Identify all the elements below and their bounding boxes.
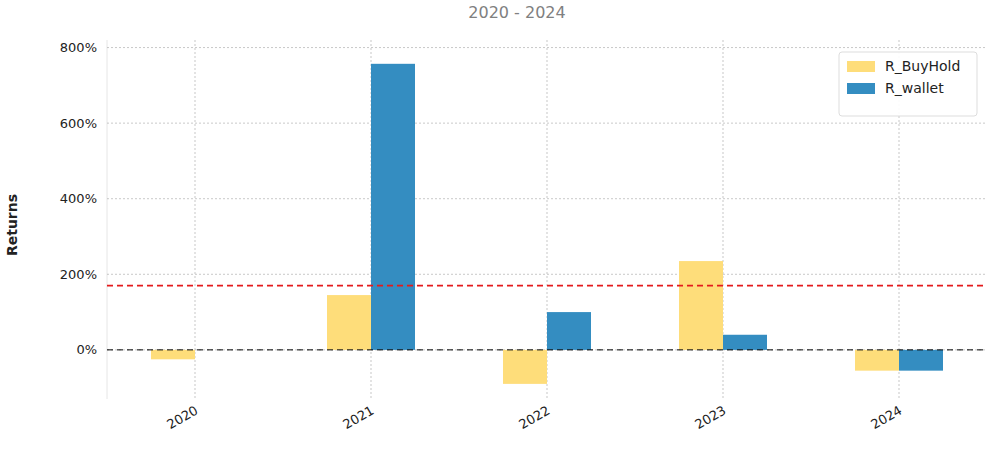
- x-grid-line: [195, 40, 196, 399]
- y-grid-line: [107, 198, 987, 199]
- y-grid-line: [107, 47, 987, 48]
- bars: [151, 64, 943, 384]
- bar: [899, 350, 943, 371]
- reference-lines: [107, 286, 987, 350]
- legend-box: [839, 52, 977, 116]
- grid: [107, 40, 987, 399]
- bar: [327, 295, 371, 350]
- y-tick-label: 0%: [76, 342, 97, 357]
- y-tick-label: 400%: [60, 191, 97, 206]
- bar: [679, 261, 723, 350]
- legend-label: R_wallet: [885, 80, 944, 96]
- x-tick-label: 2023: [692, 403, 728, 433]
- chart: 0% 200% 400% 600% 800% 2020 2021 2022 2023 2024 20…: [0, 0, 1000, 455]
- x-tick-label: 2024: [868, 403, 904, 433]
- legend-label: R_BuyHold: [885, 58, 960, 74]
- legend-swatch: [847, 61, 875, 72]
- reference-line: [107, 349, 987, 350]
- title: 2020 - 2024: [468, 3, 565, 22]
- bar: [855, 350, 899, 371]
- x-tick-label: 2022: [516, 403, 552, 433]
- y-grid-line: [107, 123, 987, 124]
- bar: [371, 64, 415, 350]
- bar: [723, 335, 767, 350]
- x-tick-label: 2021: [340, 403, 376, 433]
- y-axis-line: [107, 40, 108, 399]
- bar: [151, 350, 195, 359]
- y-tick-label: 200%: [60, 267, 97, 282]
- y-axis-label: Returns: [4, 194, 20, 256]
- reference-line: [107, 285, 987, 287]
- legend-swatch: [847, 83, 875, 94]
- x-tick-label: 2020: [164, 403, 200, 433]
- bar: [503, 350, 547, 384]
- y-tick-label: 800%: [60, 40, 97, 55]
- y-tick-label: 600%: [60, 116, 97, 131]
- legend: R_BuyHold R_wallet: [839, 52, 977, 116]
- bar: [547, 312, 591, 350]
